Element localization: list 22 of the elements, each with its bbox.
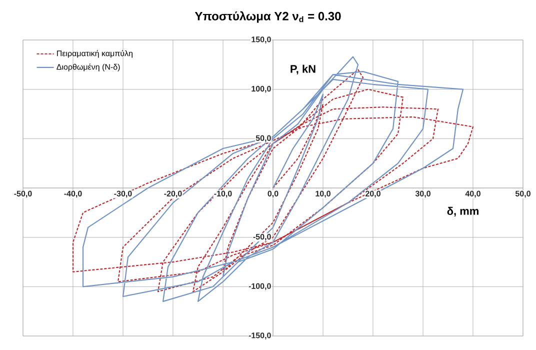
x-tick-label: 10,0 bbox=[316, 190, 330, 198]
y-tick-label: 50,0 bbox=[256, 135, 271, 142]
x-tick-label: -40,0 bbox=[64, 190, 82, 198]
x-tick-label: 50,0 bbox=[515, 190, 530, 198]
y-axis-title: P, kN bbox=[290, 64, 316, 74]
x-tick-label: -50,0 bbox=[14, 190, 32, 198]
y-tick-label: 100,0 bbox=[252, 86, 271, 93]
y-tick-label: 150,0 bbox=[252, 36, 271, 44]
x-tick-label: -30,0 bbox=[114, 190, 132, 198]
x-tick-label: -20,0 bbox=[164, 190, 182, 198]
x-axis-title: δ, mm bbox=[447, 206, 478, 217]
legend-label: Διορθωμένη (N-δ) bbox=[56, 64, 120, 72]
legend-label: Πειραματική καμπύλη bbox=[57, 50, 132, 58]
x-tick-label: 0,0 bbox=[268, 190, 278, 198]
y-tick-label: -150,0 bbox=[248, 332, 271, 340]
x-tick-label: -10,0 bbox=[214, 190, 232, 198]
chart-title: Υποστύλωμα Υ2 ν$_{d}$ = 0.30 bbox=[194, 11, 341, 23]
x-tick-label: 40,0 bbox=[465, 190, 480, 198]
y-tick-label: -50,0 bbox=[253, 234, 271, 241]
y-tick-label: -100,0 bbox=[248, 283, 271, 290]
x-tick-label: 20,0 bbox=[365, 190, 380, 198]
x-tick-label: 30,0 bbox=[415, 190, 430, 198]
